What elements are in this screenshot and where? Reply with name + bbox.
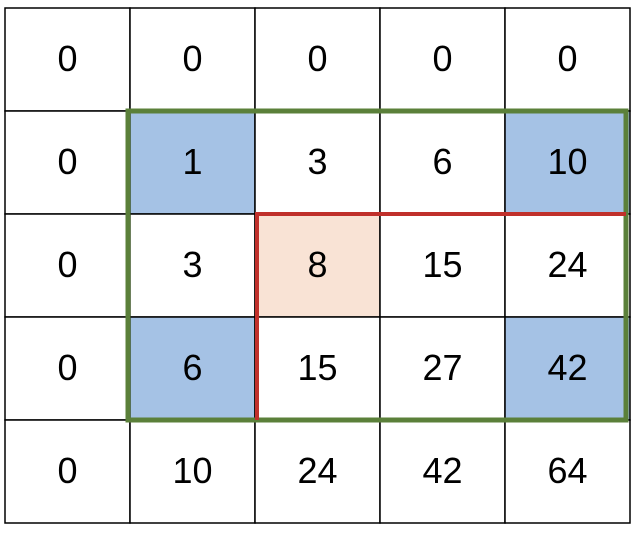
cell-value: 0: [182, 38, 202, 79]
cell: [254, 419, 381, 524]
cell: [504, 419, 631, 524]
cell: [504, 7, 631, 112]
cell-value: 64: [547, 450, 587, 491]
cell-value: 27: [422, 347, 462, 388]
cell-value: 0: [57, 450, 77, 491]
cell-value: 0: [57, 347, 77, 388]
cell-value: 42: [422, 450, 462, 491]
cell-value: 0: [557, 38, 577, 79]
cell: [504, 213, 631, 318]
cell-value: 15: [297, 347, 337, 388]
cell: [254, 110, 381, 215]
cell-value: 15: [422, 244, 462, 285]
cell-value: 0: [57, 141, 77, 182]
cell-value: 8: [307, 244, 327, 285]
cell-value: 0: [57, 244, 77, 285]
cell-value: 1: [182, 141, 202, 182]
cell: [254, 213, 381, 318]
cell: [504, 110, 631, 215]
cell: [254, 7, 381, 112]
cell-value: 24: [297, 450, 337, 491]
cell-value: 6: [432, 141, 452, 182]
cell: [379, 7, 506, 112]
cell-value: 42: [547, 347, 587, 388]
cell: [379, 316, 506, 421]
red-region: [255, 212, 626, 420]
cell: [4, 7, 131, 112]
cell-value: 24: [547, 244, 587, 285]
cell: [129, 7, 256, 112]
cell: [504, 316, 631, 421]
cell-value: 6: [182, 347, 202, 388]
cell-value: 10: [547, 141, 587, 182]
green-region: [125, 108, 629, 423]
cell: [4, 316, 131, 421]
cell: [4, 110, 131, 215]
cell-value: 3: [182, 244, 202, 285]
cell-value: 3: [307, 141, 327, 182]
cell-value: 0: [57, 38, 77, 79]
cell-value: 10: [172, 450, 212, 491]
cell-value: 0: [307, 38, 327, 79]
cell: [129, 213, 256, 318]
cell: [4, 419, 131, 524]
cell-value: 0: [432, 38, 452, 79]
